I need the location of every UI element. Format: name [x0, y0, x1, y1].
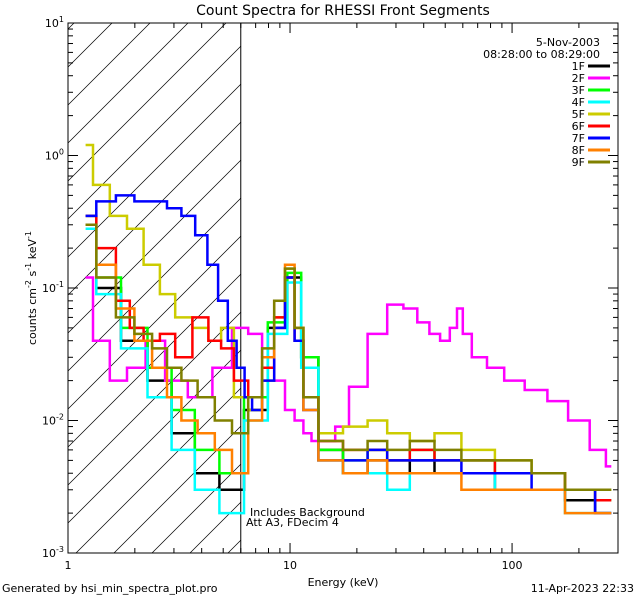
- y-tick-label: 10-2: [42, 413, 64, 428]
- legend-label-8F: 8F: [572, 144, 585, 157]
- y-tick-label: 100: [45, 148, 64, 163]
- legend-label-4F: 4F: [572, 96, 585, 109]
- footer-timestamp: 11-Apr-2023 22:33: [530, 582, 634, 595]
- chart-title: Count Spectra for RHESSI Front Segments: [196, 3, 490, 19]
- legend-label-5F: 5F: [572, 108, 585, 121]
- footer-generated-by: Generated by hsi_min_spectra_plot.pro: [2, 582, 218, 595]
- y-tick-label: 10-1: [42, 280, 64, 295]
- x-tick-label: 100: [502, 559, 523, 572]
- legend-label-1F: 1F: [572, 60, 585, 73]
- legend-label-3F: 3F: [572, 84, 585, 97]
- hatch-line: [68, 197, 241, 372]
- series-line-5F: [85, 143, 612, 492]
- hatch-line: [68, 235, 241, 410]
- x-tick-label: 10: [283, 559, 297, 572]
- background-hatched-region: [68, 23, 242, 553]
- legend-label-2F: 2F: [572, 72, 585, 85]
- axes: 1 10 100 10-3 10-2 10-1 100 101: [42, 15, 619, 572]
- y-tick-label: 10-3: [42, 545, 64, 560]
- legend-date: 5-Nov-2003: [536, 36, 600, 49]
- legend-label-9F: 9F: [572, 156, 585, 169]
- hatch-line: [68, 23, 189, 144]
- hatch-line: [68, 273, 241, 448]
- hatch-line: [68, 349, 241, 524]
- annotation-background: Includes Background: [250, 506, 365, 519]
- annotation-attenuator: Att A3, FDecim 4: [246, 516, 339, 529]
- hatch-line: [68, 83, 241, 258]
- hatch-line: [75, 387, 241, 553]
- legend-label-6F: 6F: [572, 120, 585, 133]
- hatch-line: [113, 425, 241, 553]
- hatch-line: [68, 311, 241, 486]
- series-group: [85, 143, 612, 515]
- hatch-line: [68, 23, 227, 182]
- series-line-9F: [85, 223, 612, 492]
- x-axis-label: Energy (keV): [308, 576, 379, 589]
- y-tick-label: 101: [45, 15, 64, 30]
- series-line-2F: [85, 276, 612, 468]
- legend-label-7F: 7F: [572, 132, 585, 145]
- x-tick-label: 1: [65, 559, 72, 572]
- y-axis-label: counts cm-2 s-1 keV-1: [24, 231, 39, 345]
- legend-time-range: 08:28:00 to 08:29:00: [483, 48, 600, 61]
- hatch-line: [68, 45, 241, 220]
